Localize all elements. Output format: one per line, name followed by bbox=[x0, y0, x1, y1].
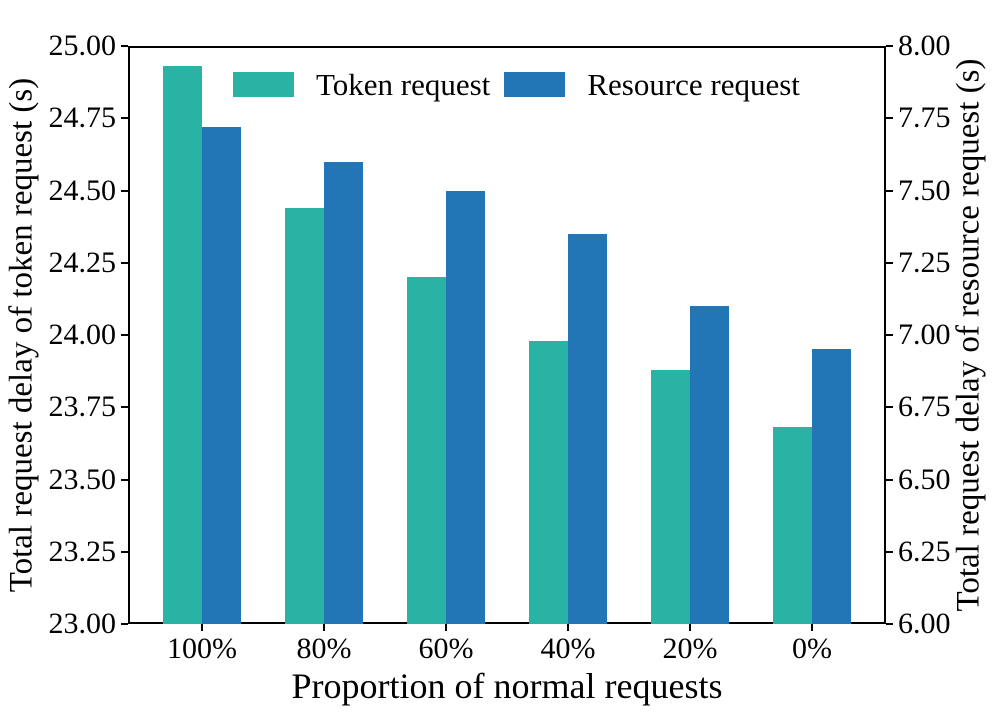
left-tick-label: 24.75 bbox=[48, 101, 117, 135]
x-tick-mark bbox=[567, 624, 569, 631]
x-tick-mark bbox=[201, 624, 203, 631]
bar-resource-request-20% bbox=[690, 306, 729, 624]
right-tick-label: 6.25 bbox=[898, 534, 951, 568]
right-tick-mark bbox=[886, 406, 893, 409]
right-tick-mark bbox=[886, 550, 893, 553]
right-tick-label: 7.50 bbox=[898, 173, 951, 207]
left-tick-mark bbox=[121, 334, 128, 336]
right-tick-mark bbox=[886, 334, 893, 336]
legend-swatch-token-request bbox=[233, 71, 294, 97]
plot-area bbox=[128, 46, 886, 624]
left-tick-label: 24.00 bbox=[48, 318, 117, 351]
right-tick-label: 7.25 bbox=[898, 245, 951, 279]
bar-token-request-20% bbox=[651, 369, 690, 624]
right-tick-mark bbox=[886, 45, 893, 47]
bar-resource-request-0% bbox=[812, 349, 851, 624]
x-tick-label: 0% bbox=[792, 632, 832, 665]
right-tick-label: 6.00 bbox=[898, 607, 951, 640]
right-tick-label: 7.75 bbox=[898, 101, 951, 135]
left-tick-mark bbox=[121, 45, 128, 47]
left-axis-title: Total request delay of token request (s) bbox=[3, 77, 40, 593]
left-tick-label: 23.75 bbox=[48, 390, 117, 424]
left-tick-mark bbox=[121, 261, 128, 264]
right-tick-label: 7.00 bbox=[898, 318, 951, 351]
legend-label-resource-request: Resource request bbox=[587, 66, 800, 102]
x-tick-label: 100% bbox=[167, 632, 237, 665]
left-tick-mark bbox=[121, 550, 128, 553]
left-tick-mark bbox=[121, 478, 128, 481]
left-tick-label: 23.25 bbox=[48, 534, 117, 568]
right-tick-label: 6.50 bbox=[898, 462, 951, 496]
x-axis-title: Proportion of normal requests bbox=[291, 666, 723, 706]
bar-token-request-60% bbox=[407, 277, 446, 624]
bar-resource-request-40% bbox=[568, 233, 607, 624]
x-tick-label: 80% bbox=[296, 632, 352, 665]
left-tick-mark bbox=[121, 623, 128, 625]
left-tick-label: 25.00 bbox=[48, 29, 117, 62]
left-tick-label: 23.50 bbox=[48, 462, 117, 496]
x-tick-mark bbox=[323, 624, 325, 631]
left-tick-mark bbox=[121, 189, 128, 192]
right-tick-mark bbox=[886, 117, 893, 120]
x-tick-label: 60% bbox=[418, 632, 474, 665]
legend: Token request Resource request bbox=[233, 64, 814, 104]
bar-resource-request-60% bbox=[446, 190, 485, 624]
x-tick-label: 40% bbox=[540, 632, 596, 665]
x-tick-mark bbox=[445, 624, 447, 631]
right-tick-label: 6.75 bbox=[898, 390, 951, 424]
bar-resource-request-80% bbox=[324, 161, 363, 624]
left-tick-mark bbox=[121, 117, 128, 120]
x-tick-mark bbox=[689, 624, 691, 631]
x-tick-mark bbox=[811, 624, 813, 631]
left-tick-label: 24.25 bbox=[48, 245, 117, 279]
right-tick-mark bbox=[886, 623, 893, 625]
legend-swatch-resource-request bbox=[504, 71, 566, 97]
legend-label-token-request: Token request bbox=[316, 66, 491, 102]
bar-token-request-0% bbox=[773, 427, 812, 624]
right-tick-mark bbox=[886, 478, 893, 481]
x-tick-label: 20% bbox=[662, 632, 718, 665]
bar-token-request-80% bbox=[285, 207, 324, 624]
bar-resource-request-100% bbox=[202, 126, 241, 624]
left-tick-label: 24.50 bbox=[48, 173, 117, 207]
right-axis-title: Total request delay of resource request … bbox=[950, 58, 987, 612]
right-tick-label: 8.00 bbox=[898, 29, 951, 62]
right-tick-mark bbox=[886, 189, 893, 192]
right-tick-mark bbox=[886, 261, 893, 264]
bar-token-request-40% bbox=[529, 340, 568, 624]
bar-token-request-100% bbox=[163, 66, 202, 624]
left-tick-mark bbox=[121, 406, 128, 409]
left-tick-label: 23.00 bbox=[48, 607, 117, 640]
